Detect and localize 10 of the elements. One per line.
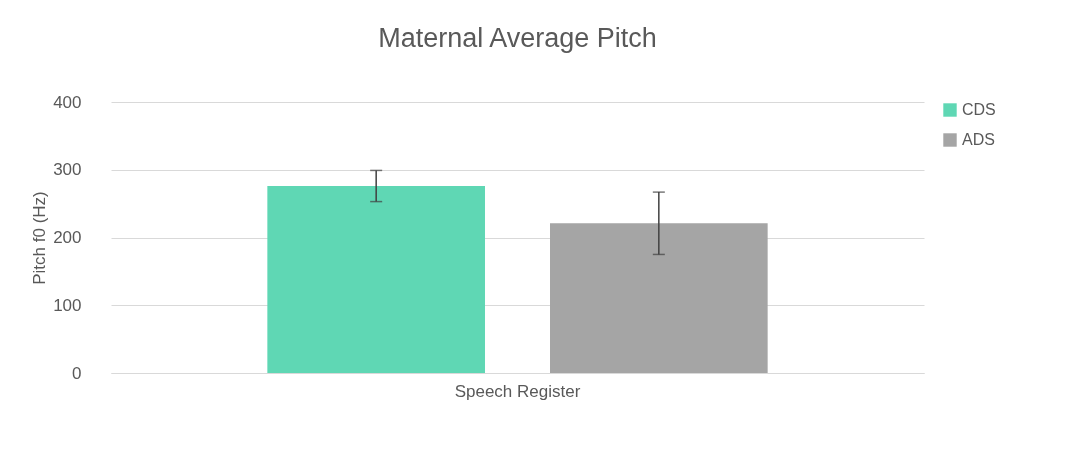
legend-label: ADS <box>962 131 995 148</box>
legend-label: CDS <box>962 101 996 118</box>
y-tick-label: 300 <box>53 160 82 180</box>
y-axis-title: Pitch f0 (Hz) <box>30 191 50 285</box>
y-tick-label: 200 <box>53 228 82 247</box>
chart-title: Maternal Average Pitch <box>378 23 657 53</box>
y-tick-label: 100 <box>53 295 82 315</box>
y-tick-label: 0 <box>72 363 82 383</box>
y-tick-label: 400 <box>53 92 82 112</box>
x-tick-label: Speech Register <box>454 381 581 401</box>
